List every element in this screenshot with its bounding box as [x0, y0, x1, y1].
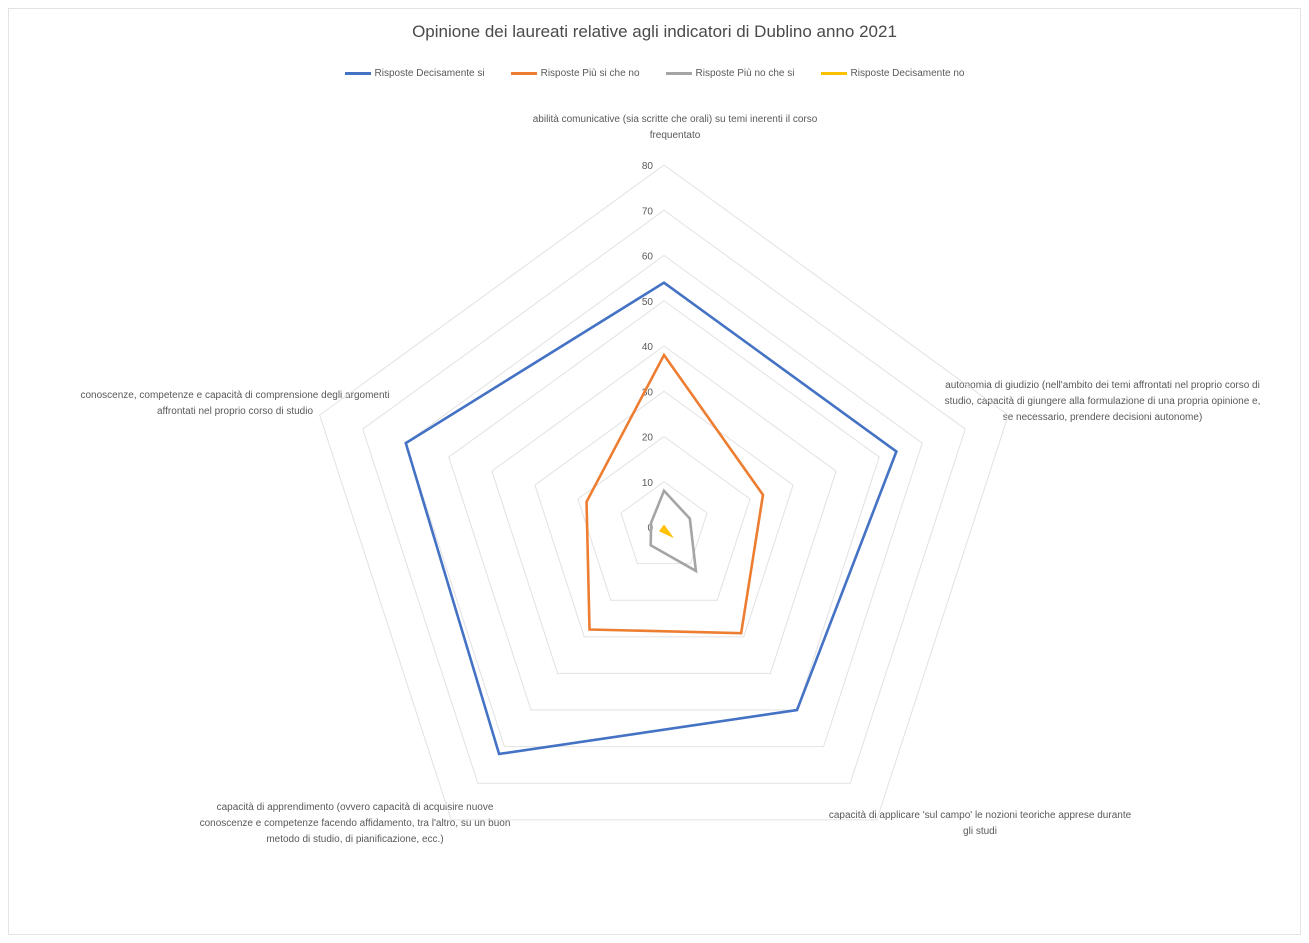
- radar-series-line: [649, 488, 698, 574]
- legend-label: Risposte Più si che no: [540, 68, 640, 79]
- axis-label-applied-knowledge: capacità di applicare 'sul campo' le noz…: [828, 810, 1132, 837]
- chart-title: Opinione dei laureati relative agli indi…: [412, 22, 897, 41]
- radar-tick-label: 80: [642, 161, 654, 172]
- radar-gridline: [577, 435, 751, 601]
- legend-swatch: [344, 72, 371, 75]
- legend-swatch: [820, 72, 847, 75]
- legend-item-decisamente-si: Risposte Decisamente si: [344, 68, 485, 79]
- radar-gridline: [448, 300, 880, 711]
- radar-series-line: [404, 281, 898, 756]
- radar-series-line: [659, 524, 674, 539]
- radar-gridline: [534, 390, 794, 638]
- legend-item-piu-no-che-si: Risposte Più no che si: [665, 68, 795, 79]
- radar-tick-label: 70: [642, 206, 654, 217]
- legend-label: Risposte Decisamente no: [850, 68, 965, 79]
- radar-tick-label: 60: [642, 252, 654, 263]
- legend-swatch: [510, 72, 537, 75]
- axis-label-learning: capacità di apprendimento (ovvero capaci…: [199, 802, 511, 845]
- axis-label-knowledge: conoscenze, competenze e capacità di com…: [80, 390, 390, 417]
- radar-series-line: [585, 352, 765, 635]
- radar-gridline: [405, 254, 923, 748]
- legend-label: Risposte Più no che si: [695, 68, 795, 79]
- radar-tick-label: 30: [642, 387, 654, 398]
- radar-gridline: [319, 164, 1009, 821]
- radar-tick-label: 10: [642, 478, 654, 489]
- chart-legend: Risposte Decisamente si Risposte Più si …: [0, 68, 1309, 79]
- radar-tick-label: 40: [642, 342, 654, 353]
- legend-item-piu-si-che-no: Risposte Più si che no: [510, 68, 640, 79]
- axis-label-communication: abilità comunicative (sia scritte che or…: [532, 114, 818, 141]
- legend-swatch: [665, 72, 692, 75]
- radar-tick-label: 20: [642, 433, 654, 444]
- radar-gridline: [362, 209, 966, 784]
- radar-gridline: [620, 481, 708, 565]
- radar-gridline: [491, 345, 837, 674]
- chart-frame: [8, 8, 1301, 935]
- radar-tick-label: 50: [642, 297, 654, 308]
- legend-label: Risposte Decisamente si: [374, 68, 485, 79]
- axis-label-judgement: autonomia di giudizio (nell'ambito dei t…: [944, 380, 1261, 423]
- legend-item-decisamente-no: Risposte Decisamente no: [820, 68, 965, 79]
